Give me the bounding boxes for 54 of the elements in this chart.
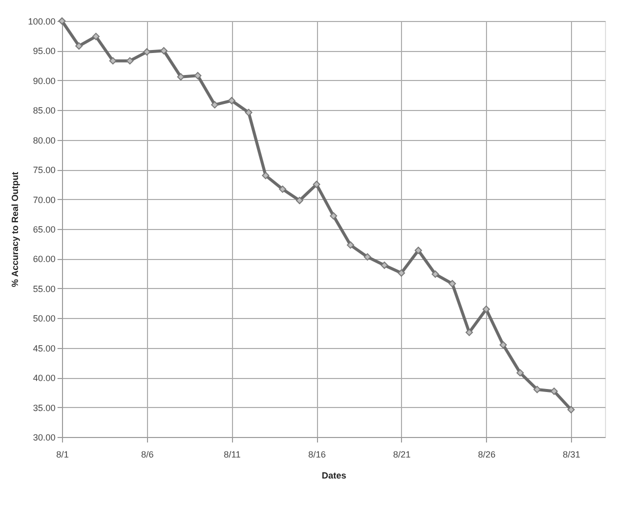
point	[533, 386, 541, 394]
point	[380, 262, 388, 269]
point	[244, 108, 252, 116]
point	[567, 406, 575, 414]
x-tick-label: 8/21	[393, 450, 411, 460]
point	[550, 388, 558, 395]
point	[296, 196, 304, 204]
y-tick-label: 80.00	[32, 135, 56, 146]
y-tick-label: 40.00	[32, 373, 56, 384]
y-tick-label: 55.00	[32, 284, 56, 294]
point	[228, 96, 236, 104]
y-tick-label: 90.00	[32, 76, 56, 86]
point	[194, 72, 202, 80]
point	[126, 57, 134, 64]
y-tick-label: 100.00	[28, 16, 56, 26]
point	[143, 48, 151, 56]
y-tick-label: 30.00	[32, 432, 56, 442]
point	[75, 42, 83, 50]
point	[500, 341, 507, 349]
point	[346, 241, 354, 249]
point	[330, 212, 338, 220]
point	[516, 369, 524, 376]
y-tick-label: 75.00	[32, 165, 56, 176]
point	[482, 306, 490, 313]
x-axis-title: Dates	[322, 470, 346, 480]
point	[92, 32, 100, 40]
x-tick-label: 8/1	[56, 450, 69, 460]
point	[398, 269, 406, 277]
x-tick-label: 8/11	[224, 450, 241, 460]
point	[177, 73, 184, 81]
x-tick-label: 8/31	[562, 450, 580, 460]
x-tick-label: 8/6	[141, 450, 154, 460]
point	[160, 47, 168, 54]
y-tick-label: 95.00	[32, 46, 56, 56]
y-tick-label: 65.00	[32, 224, 56, 234]
point	[448, 280, 456, 288]
point	[466, 328, 473, 336]
y-tick-label: 50.00	[32, 314, 56, 324]
y-tick-label: 60.00	[32, 254, 56, 264]
x-tick-label: 8/26	[478, 450, 496, 460]
y-tick-label: 70.00	[32, 194, 56, 205]
y-axis-title: % Accuracy to Real Output	[10, 172, 20, 288]
point	[211, 101, 218, 108]
y-tick-label: 35.00	[32, 402, 56, 413]
point	[312, 180, 320, 188]
x-tick-label: 8/16	[308, 450, 326, 460]
point	[262, 172, 270, 180]
point	[414, 246, 422, 254]
point	[364, 253, 372, 261]
point	[432, 270, 439, 278]
point	[109, 57, 117, 64]
y-tick-label: 45.00	[32, 343, 56, 354]
point	[278, 186, 286, 193]
y-tick-label: 85.00	[32, 106, 56, 116]
